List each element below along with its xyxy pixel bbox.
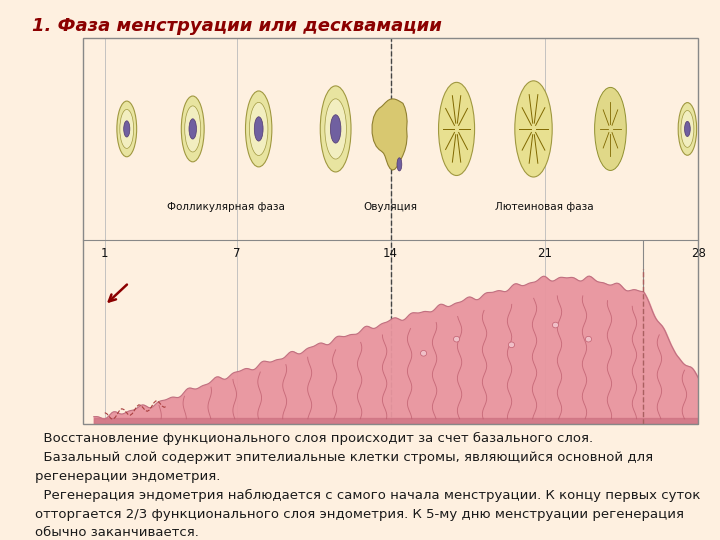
Text: 1. Фаза менструации или десквамации: 1. Фаза менструации или десквамации [32, 17, 442, 35]
Ellipse shape [330, 114, 341, 143]
Text: 7: 7 [233, 247, 240, 260]
Ellipse shape [438, 82, 474, 176]
Text: Регенерация эндометрия наблюдается с самого начала менструации. К концу первых с: Регенерация эндометрия наблюдается с сам… [35, 489, 700, 502]
Ellipse shape [685, 122, 690, 137]
Ellipse shape [681, 111, 694, 147]
Text: Фолликулярная фаза: Фолликулярная фаза [167, 202, 284, 212]
Ellipse shape [124, 121, 130, 137]
Text: Лютеиновая фаза: Лютеиновая фаза [495, 202, 594, 212]
Text: Овуляция: Овуляция [364, 202, 418, 212]
Ellipse shape [454, 336, 459, 342]
Ellipse shape [189, 119, 197, 139]
Ellipse shape [595, 87, 626, 171]
Polygon shape [372, 99, 407, 170]
Ellipse shape [420, 350, 427, 356]
Ellipse shape [254, 117, 263, 141]
Text: регенерации эндометрия.: регенерации эндометрия. [35, 470, 220, 483]
Ellipse shape [249, 103, 268, 156]
Text: отторгается 2/3 функционального слоя эндометрия. К 5-му дню менструации регенера: отторгается 2/3 функционального слоя энд… [35, 508, 683, 521]
Text: обычно заканчивается.: обычно заканчивается. [35, 526, 199, 539]
Text: 21: 21 [537, 247, 552, 260]
Ellipse shape [185, 106, 201, 152]
Ellipse shape [585, 336, 592, 342]
Ellipse shape [117, 101, 137, 157]
Text: 14: 14 [383, 247, 398, 260]
Ellipse shape [678, 103, 697, 156]
Ellipse shape [325, 99, 346, 159]
Text: 1: 1 [101, 247, 109, 260]
Ellipse shape [181, 96, 204, 162]
Ellipse shape [246, 91, 272, 167]
Ellipse shape [508, 342, 515, 348]
Ellipse shape [397, 158, 402, 171]
Ellipse shape [320, 86, 351, 172]
Ellipse shape [515, 81, 552, 177]
Ellipse shape [120, 110, 134, 148]
Text: 28: 28 [691, 247, 706, 260]
Ellipse shape [552, 322, 559, 328]
Text: Восстановление функционального слоя происходит за счет базального слоя.: Восстановление функционального слоя прои… [35, 432, 593, 445]
Text: Базальный слой содержит эпителиальные клетки стромы, являющийся основной для: Базальный слой содержит эпителиальные кл… [35, 451, 653, 464]
